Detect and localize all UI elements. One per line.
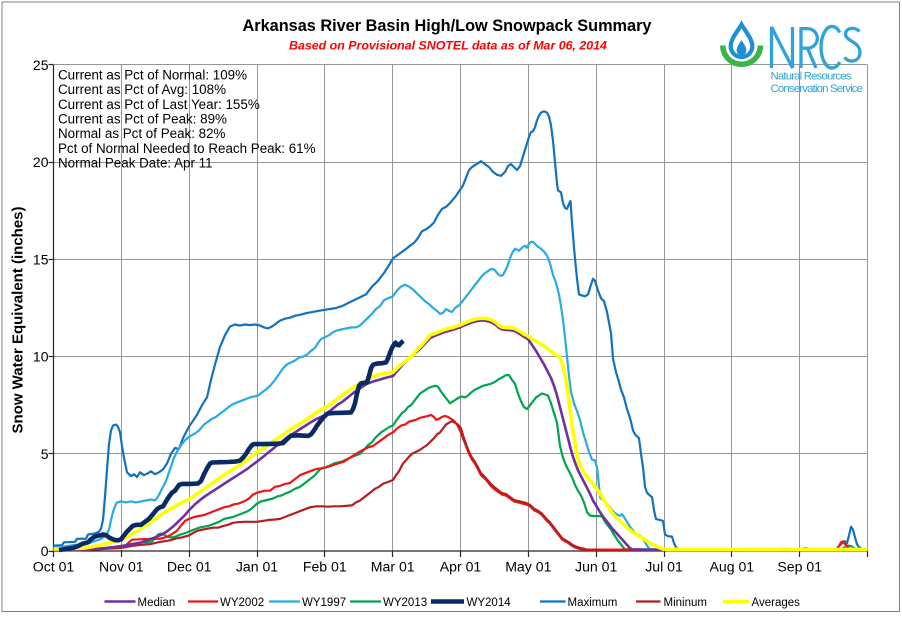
svg-text:May 01: May 01 bbox=[505, 559, 551, 575]
svg-text:10: 10 bbox=[33, 349, 49, 365]
svg-text:Current as Pct of Normal: 10: Current as Pct of Normal: 109% bbox=[58, 68, 247, 83]
svg-text:Current as Pct of Last Year:: Current as Pct of Last Year: 155% bbox=[58, 97, 260, 112]
svg-text:WY1997: WY1997 bbox=[302, 597, 346, 609]
svg-text:Normal as Pct of Peak: 82%: Normal as Pct of Peak: 82% bbox=[58, 126, 226, 141]
svg-text:WY2013: WY2013 bbox=[383, 597, 427, 609]
svg-text:Arkansas River Basin High/Low: Arkansas River Basin High/Low Snowpack S… bbox=[243, 17, 652, 35]
svg-text:Oct 01: Oct 01 bbox=[33, 559, 75, 575]
svg-text:Apr 01: Apr 01 bbox=[440, 559, 482, 575]
svg-text:20: 20 bbox=[33, 154, 49, 170]
svg-text:25: 25 bbox=[33, 57, 49, 73]
svg-text:Jan 01: Jan 01 bbox=[236, 559, 278, 575]
svg-text:Mininum: Mininum bbox=[664, 597, 707, 609]
svg-text:Normal Peak Date: Apr 11: Normal Peak Date: Apr 11 bbox=[58, 155, 213, 170]
svg-text:Maximum: Maximum bbox=[568, 597, 618, 609]
svg-text:Current as Pct of Peak: 89%: Current as Pct of Peak: 89% bbox=[58, 112, 227, 127]
svg-text:Averages: Averages bbox=[752, 597, 801, 609]
svg-text:Median: Median bbox=[138, 597, 176, 609]
svg-text:Natural Resources: Natural Resources bbox=[771, 71, 852, 83]
svg-text:5: 5 bbox=[41, 446, 49, 462]
svg-text:Nov 01: Nov 01 bbox=[99, 559, 144, 575]
svg-text:Sep 01: Sep 01 bbox=[777, 559, 822, 575]
svg-text:0: 0 bbox=[41, 543, 49, 559]
svg-text:Based on Provisional SNOTEL da: Based on Provisional SNOTEL data as of M… bbox=[289, 38, 607, 52]
svg-text:15: 15 bbox=[33, 251, 49, 267]
svg-text:Current as Pct of Avg: 108%: Current as Pct of Avg: 108% bbox=[58, 82, 226, 97]
svg-text:Jul 01: Jul 01 bbox=[645, 559, 683, 575]
svg-text:Aug 01: Aug 01 bbox=[709, 559, 754, 575]
svg-text:Mar 01: Mar 01 bbox=[371, 559, 415, 575]
svg-text:Conservation Service: Conservation Service bbox=[771, 83, 864, 95]
svg-text:WY2014: WY2014 bbox=[467, 597, 512, 609]
svg-text:Dec 01: Dec 01 bbox=[167, 559, 212, 575]
svg-text:Jun 01: Jun 01 bbox=[575, 559, 617, 575]
svg-text:WY2002: WY2002 bbox=[220, 597, 264, 609]
svg-text:Snow Water Equivalent (inches): Snow Water Equivalent (inches) bbox=[10, 207, 27, 434]
svg-text:Pct of Normal Needed to Reac: Pct of Normal Needed to Reach Peak: 61% bbox=[58, 141, 316, 156]
svg-text:Feb 01: Feb 01 bbox=[303, 559, 347, 575]
